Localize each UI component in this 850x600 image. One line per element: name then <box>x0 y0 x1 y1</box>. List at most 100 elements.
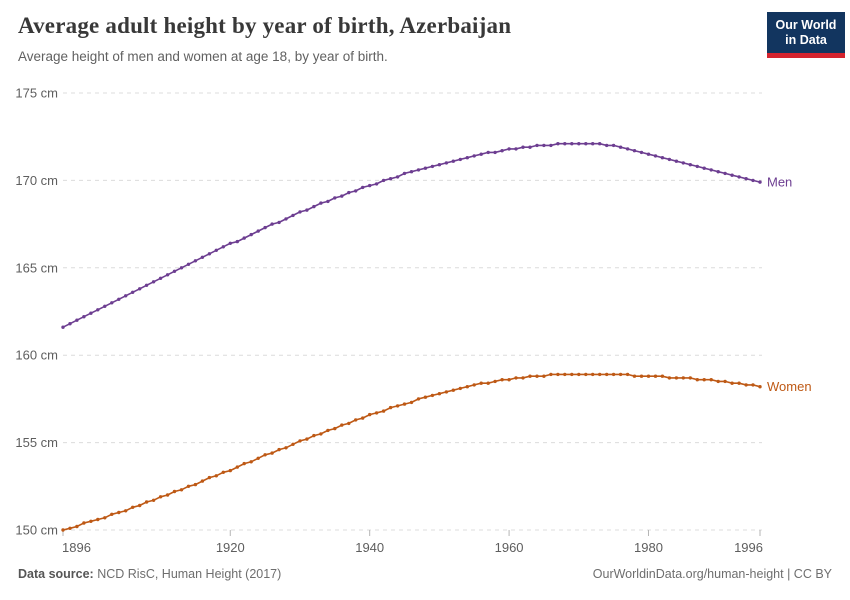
data-point-women[interactable] <box>493 379 497 384</box>
data-point-women[interactable] <box>179 488 184 492</box>
data-point-women[interactable] <box>444 390 449 394</box>
data-point-men[interactable] <box>75 318 79 322</box>
credit-link[interactable]: OurWorldinData.org/human-height | CC BY <box>592 567 832 581</box>
data-point-men[interactable] <box>486 150 490 155</box>
data-point-men[interactable] <box>591 142 595 146</box>
data-point-men[interactable] <box>144 283 149 287</box>
data-point-women[interactable] <box>556 372 560 377</box>
data-point-women[interactable] <box>486 381 490 385</box>
data-point-women[interactable] <box>744 383 748 387</box>
data-point-men[interactable] <box>138 287 142 291</box>
data-point-men[interactable] <box>709 168 713 172</box>
data-point-women[interactable] <box>751 383 755 387</box>
data-point-men[interactable] <box>361 185 365 190</box>
data-point-men[interactable] <box>207 252 212 256</box>
data-point-women[interactable] <box>319 432 323 436</box>
data-point-women[interactable] <box>207 475 212 480</box>
data-point-women[interactable] <box>75 524 79 529</box>
owid-logo[interactable]: Our World in Data <box>767 12 845 58</box>
data-point-men[interactable] <box>256 229 260 233</box>
data-point-men[interactable] <box>528 145 532 149</box>
data-point-women[interactable] <box>681 376 685 380</box>
data-point-men[interactable] <box>618 145 623 149</box>
data-point-men[interactable] <box>96 308 100 312</box>
data-point-men[interactable] <box>577 142 581 146</box>
data-point-women[interactable] <box>535 374 539 378</box>
data-point-women[interactable] <box>388 405 393 410</box>
data-point-men[interactable] <box>611 143 616 148</box>
data-point-women[interactable] <box>298 439 302 443</box>
data-point-men[interactable] <box>521 145 525 149</box>
data-point-men[interactable] <box>381 178 386 183</box>
data-point-men[interactable] <box>89 311 93 315</box>
data-point-men[interactable] <box>158 276 163 280</box>
data-point-men[interactable] <box>723 171 727 176</box>
data-point-men[interactable] <box>221 245 225 249</box>
data-point-men[interactable] <box>249 232 253 237</box>
data-point-women[interactable] <box>500 378 504 382</box>
data-point-women[interactable] <box>82 521 86 525</box>
data-point-men[interactable] <box>402 171 407 176</box>
data-point-men[interactable] <box>263 225 267 230</box>
data-point-men[interactable] <box>340 194 344 198</box>
data-point-women[interactable] <box>695 378 699 382</box>
data-point-women[interactable] <box>521 376 525 380</box>
data-point-women[interactable] <box>347 421 351 426</box>
data-point-women[interactable] <box>716 379 720 384</box>
data-point-men[interactable] <box>124 294 128 298</box>
data-point-men[interactable] <box>451 159 455 163</box>
data-point-men[interactable] <box>423 166 428 170</box>
data-point-men[interactable] <box>68 322 72 326</box>
data-point-men[interactable] <box>298 210 302 214</box>
data-point-men[interactable] <box>291 213 295 218</box>
data-point-men[interactable] <box>625 147 630 151</box>
data-point-men[interactable] <box>409 170 414 174</box>
data-point-women[interactable] <box>472 383 476 387</box>
data-point-women[interactable] <box>618 372 623 377</box>
data-point-women[interactable] <box>423 395 428 399</box>
data-point-men[interactable] <box>542 143 546 148</box>
data-point-women[interactable] <box>89 519 93 523</box>
data-point-women[interactable] <box>124 509 128 513</box>
data-point-women[interactable] <box>667 376 672 380</box>
data-point-women[interactable] <box>214 474 218 478</box>
data-point-women[interactable] <box>186 484 191 488</box>
data-point-women[interactable] <box>451 388 455 392</box>
data-point-women[interactable] <box>151 498 156 502</box>
data-point-men[interactable] <box>117 297 121 301</box>
data-point-women[interactable] <box>549 372 553 377</box>
data-point-women[interactable] <box>458 386 462 391</box>
data-point-men[interactable] <box>758 180 762 184</box>
data-point-women[interactable] <box>625 372 630 377</box>
data-point-women[interactable] <box>563 372 567 377</box>
data-point-men[interactable] <box>549 143 553 148</box>
data-point-men[interactable] <box>374 182 379 186</box>
data-point-women[interactable] <box>639 374 644 378</box>
data-point-women[interactable] <box>605 372 609 377</box>
data-point-women[interactable] <box>158 495 163 499</box>
data-point-women[interactable] <box>598 372 602 377</box>
data-point-women[interactable] <box>611 372 616 377</box>
data-point-women[interactable] <box>165 493 170 497</box>
data-point-women[interactable] <box>138 503 142 508</box>
data-point-women[interactable] <box>395 404 400 408</box>
data-point-women[interactable] <box>354 418 358 422</box>
data-point-men[interactable] <box>479 152 483 156</box>
data-point-women[interactable] <box>430 393 435 398</box>
data-point-women[interactable] <box>402 402 407 406</box>
data-point-women[interactable] <box>284 446 288 450</box>
data-point-men[interactable] <box>598 142 602 146</box>
data-point-women[interactable] <box>333 426 337 431</box>
data-point-men[interactable] <box>472 154 476 158</box>
data-point-men[interactable] <box>465 156 469 160</box>
data-point-men[interactable] <box>416 168 421 172</box>
data-point-men[interactable] <box>277 220 281 225</box>
data-point-men[interactable] <box>695 164 699 169</box>
data-point-men[interactable] <box>751 178 755 183</box>
data-point-men[interactable] <box>458 157 462 162</box>
data-point-men[interactable] <box>507 147 511 151</box>
data-point-men[interactable] <box>165 273 170 277</box>
data-point-women[interactable] <box>68 526 72 530</box>
data-point-men[interactable] <box>639 150 644 155</box>
data-point-women[interactable] <box>110 512 114 516</box>
